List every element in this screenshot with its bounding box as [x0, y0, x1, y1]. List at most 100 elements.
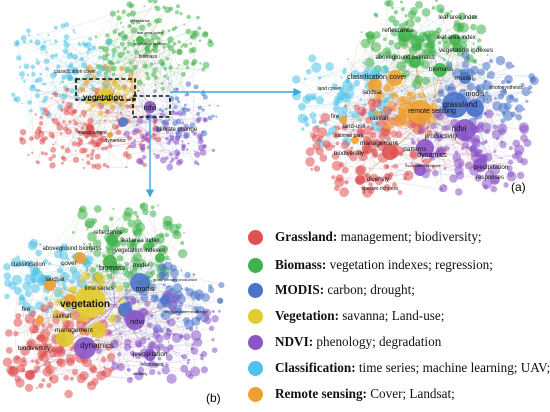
node — [411, 140, 416, 145]
node — [35, 60, 41, 65]
link — [150, 111, 164, 161]
node — [151, 72, 157, 78]
node — [489, 86, 491, 88]
node — [136, 117, 144, 124]
node — [123, 207, 134, 217]
node — [88, 108, 92, 112]
node — [391, 53, 398, 60]
overview-term: climate change — [157, 127, 198, 133]
node — [364, 57, 375, 68]
panel_b-term: precipitation — [132, 351, 167, 358]
link — [317, 84, 417, 128]
node — [62, 120, 66, 124]
node — [133, 127, 139, 133]
node — [165, 354, 173, 361]
node — [130, 83, 134, 87]
node — [179, 12, 183, 16]
node — [50, 348, 54, 352]
legend-swatch — [248, 309, 263, 324]
node — [506, 165, 513, 172]
node — [476, 45, 483, 51]
node — [367, 125, 370, 128]
link — [74, 56, 187, 127]
node — [77, 41, 81, 46]
node — [421, 60, 430, 69]
node — [173, 105, 178, 110]
node — [48, 156, 53, 161]
node — [72, 119, 76, 122]
node — [108, 60, 113, 65]
node — [150, 294, 154, 298]
node — [383, 37, 387, 42]
node — [145, 75, 151, 81]
node — [191, 30, 197, 36]
node — [101, 82, 106, 86]
node — [15, 313, 22, 319]
node — [392, 117, 399, 124]
hub-node — [454, 119, 476, 141]
hub-link — [111, 239, 116, 306]
overview-term: classification cover — [54, 69, 96, 75]
node — [46, 382, 52, 388]
node — [311, 96, 317, 101]
node — [386, 0, 394, 7]
node — [73, 120, 79, 126]
node — [339, 86, 344, 91]
node — [490, 185, 498, 193]
node — [468, 17, 471, 20]
link — [487, 99, 496, 152]
node — [215, 115, 218, 118]
node — [74, 128, 78, 132]
node — [103, 75, 106, 78]
overview-term: leaf area index — [137, 30, 163, 35]
node — [183, 103, 187, 107]
node — [125, 166, 128, 169]
node — [3, 263, 11, 271]
legend-label: Biomass: vegetation indexes; regression; — [275, 256, 493, 274]
link — [28, 35, 66, 52]
node — [150, 32, 152, 35]
node — [501, 86, 504, 89]
node — [371, 48, 374, 50]
node — [125, 147, 128, 150]
node — [152, 127, 156, 131]
node — [201, 31, 209, 38]
node — [458, 161, 463, 167]
node — [142, 208, 149, 216]
node — [16, 255, 20, 259]
node — [123, 343, 131, 352]
node — [183, 59, 190, 66]
node — [23, 80, 26, 83]
link — [345, 109, 442, 171]
node — [439, 187, 444, 192]
node — [94, 141, 100, 148]
node — [119, 21, 123, 24]
node — [83, 42, 89, 48]
node — [137, 239, 142, 244]
node — [177, 110, 183, 117]
panel_b-term: fire — [22, 307, 31, 313]
panel-a-network: leaf area index reflectance leaf area inde… — [291, 0, 539, 198]
node — [390, 130, 398, 138]
node — [176, 4, 180, 9]
node — [211, 310, 215, 313]
hub-node — [67, 75, 73, 81]
node — [108, 143, 113, 149]
node — [96, 70, 102, 76]
node — [144, 65, 147, 68]
node — [195, 314, 202, 321]
node — [148, 38, 154, 44]
legend-item-biomass: Biomass: vegetation indexes; regression; — [248, 256, 548, 278]
legend-key: NDVI: — [275, 334, 314, 349]
node — [91, 138, 94, 141]
node — [155, 334, 164, 343]
panel_a-term: grassland — [443, 100, 478, 109]
node — [325, 62, 334, 71]
node — [18, 302, 21, 306]
node — [181, 121, 185, 125]
node — [350, 146, 354, 150]
legend-swatch — [248, 283, 263, 298]
node — [297, 102, 306, 111]
node — [181, 43, 185, 46]
node — [111, 61, 115, 66]
